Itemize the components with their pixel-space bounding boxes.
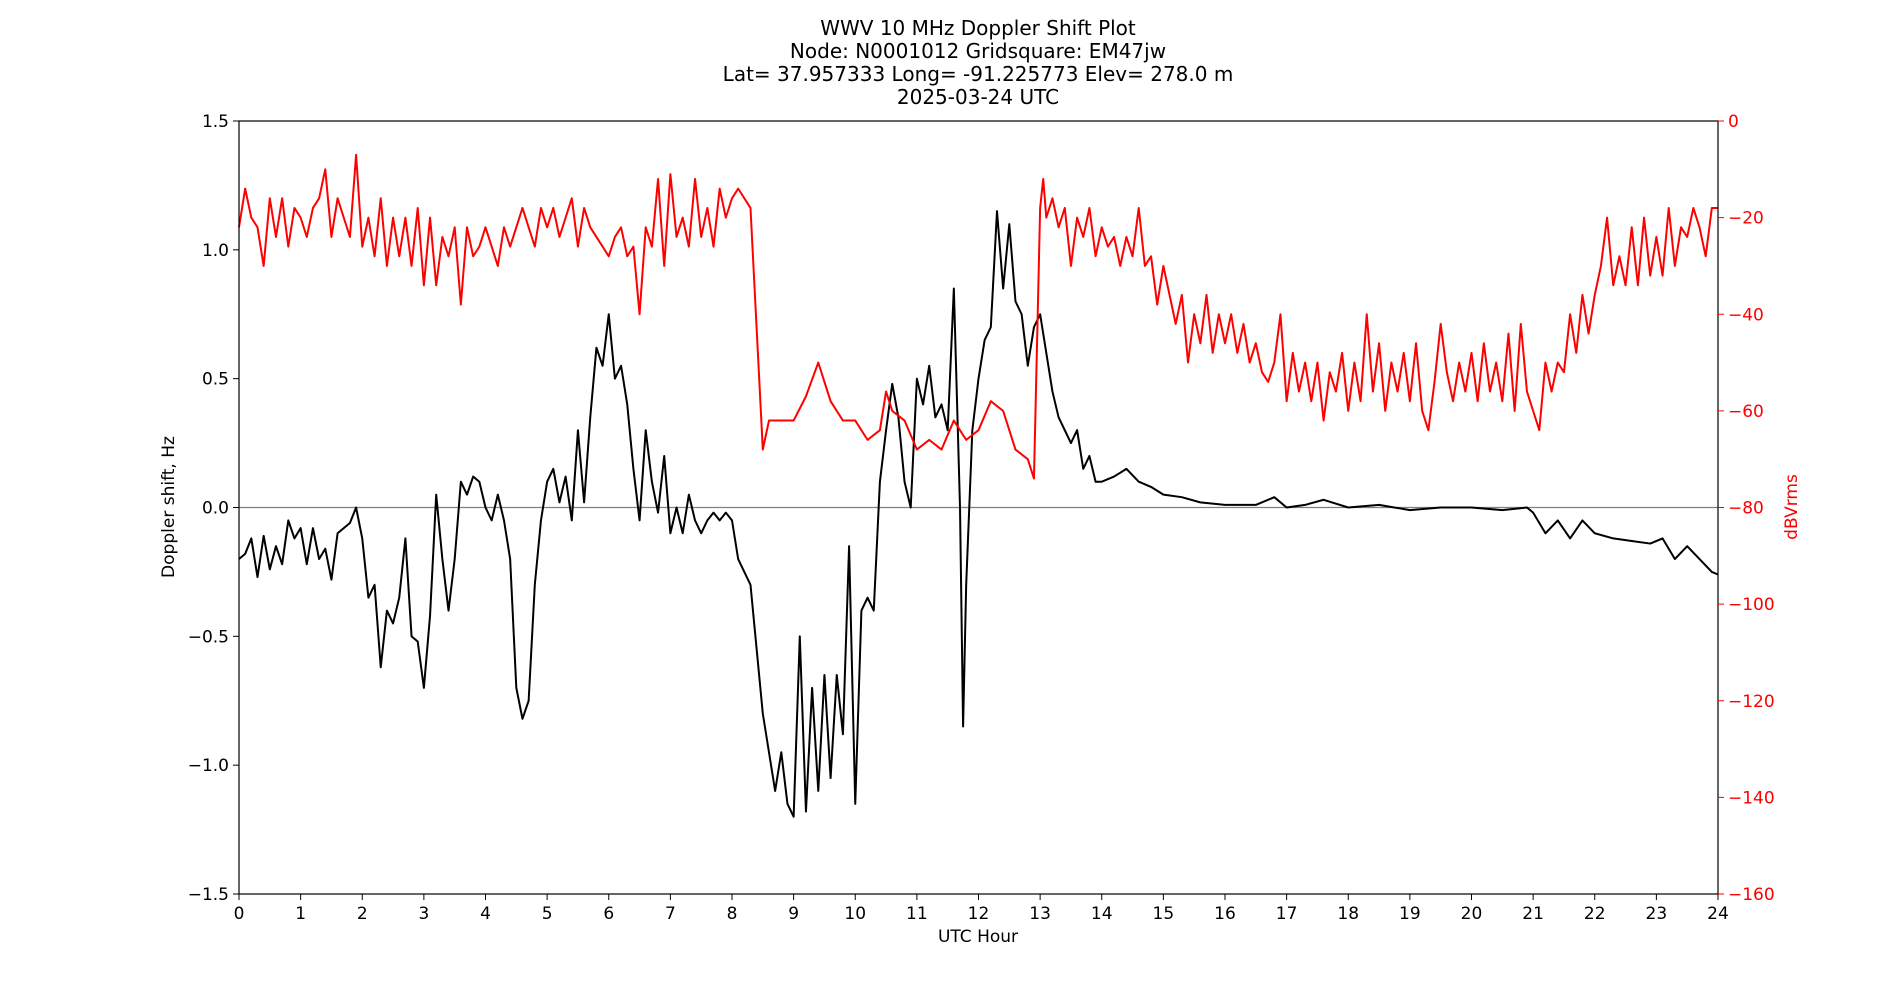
right-y-tick-label: −160 — [1728, 885, 1775, 905]
right-y-axis: −160 −140 −120 −100 −80 −60 −40 −20 0 — [1718, 112, 1775, 905]
right-y-tick-label: 0 — [1728, 112, 1739, 132]
x-axis-label: UTC Hour — [938, 927, 1018, 947]
chart-title: WWV 10 MHz Doppler Shift Plot Node: N000… — [723, 16, 1234, 109]
series-group — [238, 153, 1719, 818]
right-y-tick-label: −80 — [1728, 499, 1764, 519]
x-tick-label: 19 — [1399, 904, 1421, 924]
right-y-tick-label: −100 — [1728, 595, 1775, 615]
x-tick-label: 11 — [906, 904, 928, 924]
right-y-tick-label: −40 — [1728, 305, 1764, 325]
x-axis: 0 1 2 3 4 5 6 7 8 9 10 11 12 13 14 15 16 17 18 19 20 21 22 23 24 — [234, 894, 1729, 924]
left-y-axis: −1.5 −1.0 −0.5 0.0 0.5 1.0 1.5 — [188, 112, 239, 905]
x-tick-label: 21 — [1522, 904, 1544, 924]
x-tick-label: 1 — [295, 904, 306, 924]
x-tick-label: 18 — [1337, 904, 1359, 924]
x-tick-label: 7 — [665, 904, 676, 924]
left-y-tick-label: −1.0 — [188, 756, 229, 776]
left-y-tick-label: 0.0 — [202, 499, 229, 519]
title-line-1: WWV 10 MHz Doppler Shift Plot — [820, 16, 1136, 40]
right-y-tick-label: −140 — [1728, 788, 1775, 808]
title-line-3: Lat= 37.957333 Long= -91.225773 Elev= 27… — [723, 62, 1234, 86]
power-series-line — [238, 153, 1718, 480]
x-tick-label: 6 — [603, 904, 614, 924]
x-tick-label: 22 — [1584, 904, 1606, 924]
x-tick-label: 15 — [1153, 904, 1175, 924]
x-tick-label: 17 — [1276, 904, 1298, 924]
x-tick-label: 14 — [1091, 904, 1113, 924]
left-y-tick-label: 1.5 — [202, 112, 229, 132]
x-tick-label: 20 — [1461, 904, 1483, 924]
x-tick-label: 3 — [418, 904, 429, 924]
x-tick-label: 24 — [1707, 904, 1729, 924]
x-tick-label: 4 — [480, 904, 491, 924]
left-y-tick-label: 1.0 — [202, 241, 229, 261]
x-tick-label: 0 — [234, 904, 245, 924]
left-y-tick-label: −0.5 — [188, 627, 229, 647]
right-y-tick-label: −20 — [1728, 209, 1764, 229]
title-line-2: Node: N0001012 Gridsquare: EM47jw — [790, 39, 1166, 63]
title-line-4: 2025-03-24 UTC — [897, 85, 1059, 109]
left-y-tick-label: −1.5 — [188, 885, 229, 905]
x-tick-label: 9 — [788, 904, 799, 924]
x-tick-label: 8 — [727, 904, 738, 924]
x-tick-label: 13 — [1029, 904, 1051, 924]
left-y-axis-label: Doppler shift, Hz — [159, 436, 179, 578]
left-y-tick-label: 0.5 — [202, 370, 229, 390]
x-tick-label: 5 — [542, 904, 553, 924]
x-tick-label: 12 — [968, 904, 990, 924]
right-y-tick-label: −60 — [1728, 402, 1764, 422]
right-y-tick-label: −120 — [1728, 692, 1775, 712]
doppler-series-line — [238, 210, 1719, 818]
x-tick-label: 23 — [1646, 904, 1668, 924]
x-tick-label: 10 — [844, 904, 866, 924]
x-tick-label: 2 — [357, 904, 368, 924]
x-tick-label: 16 — [1214, 904, 1236, 924]
right-y-axis-label: dBVrms — [1782, 474, 1802, 540]
